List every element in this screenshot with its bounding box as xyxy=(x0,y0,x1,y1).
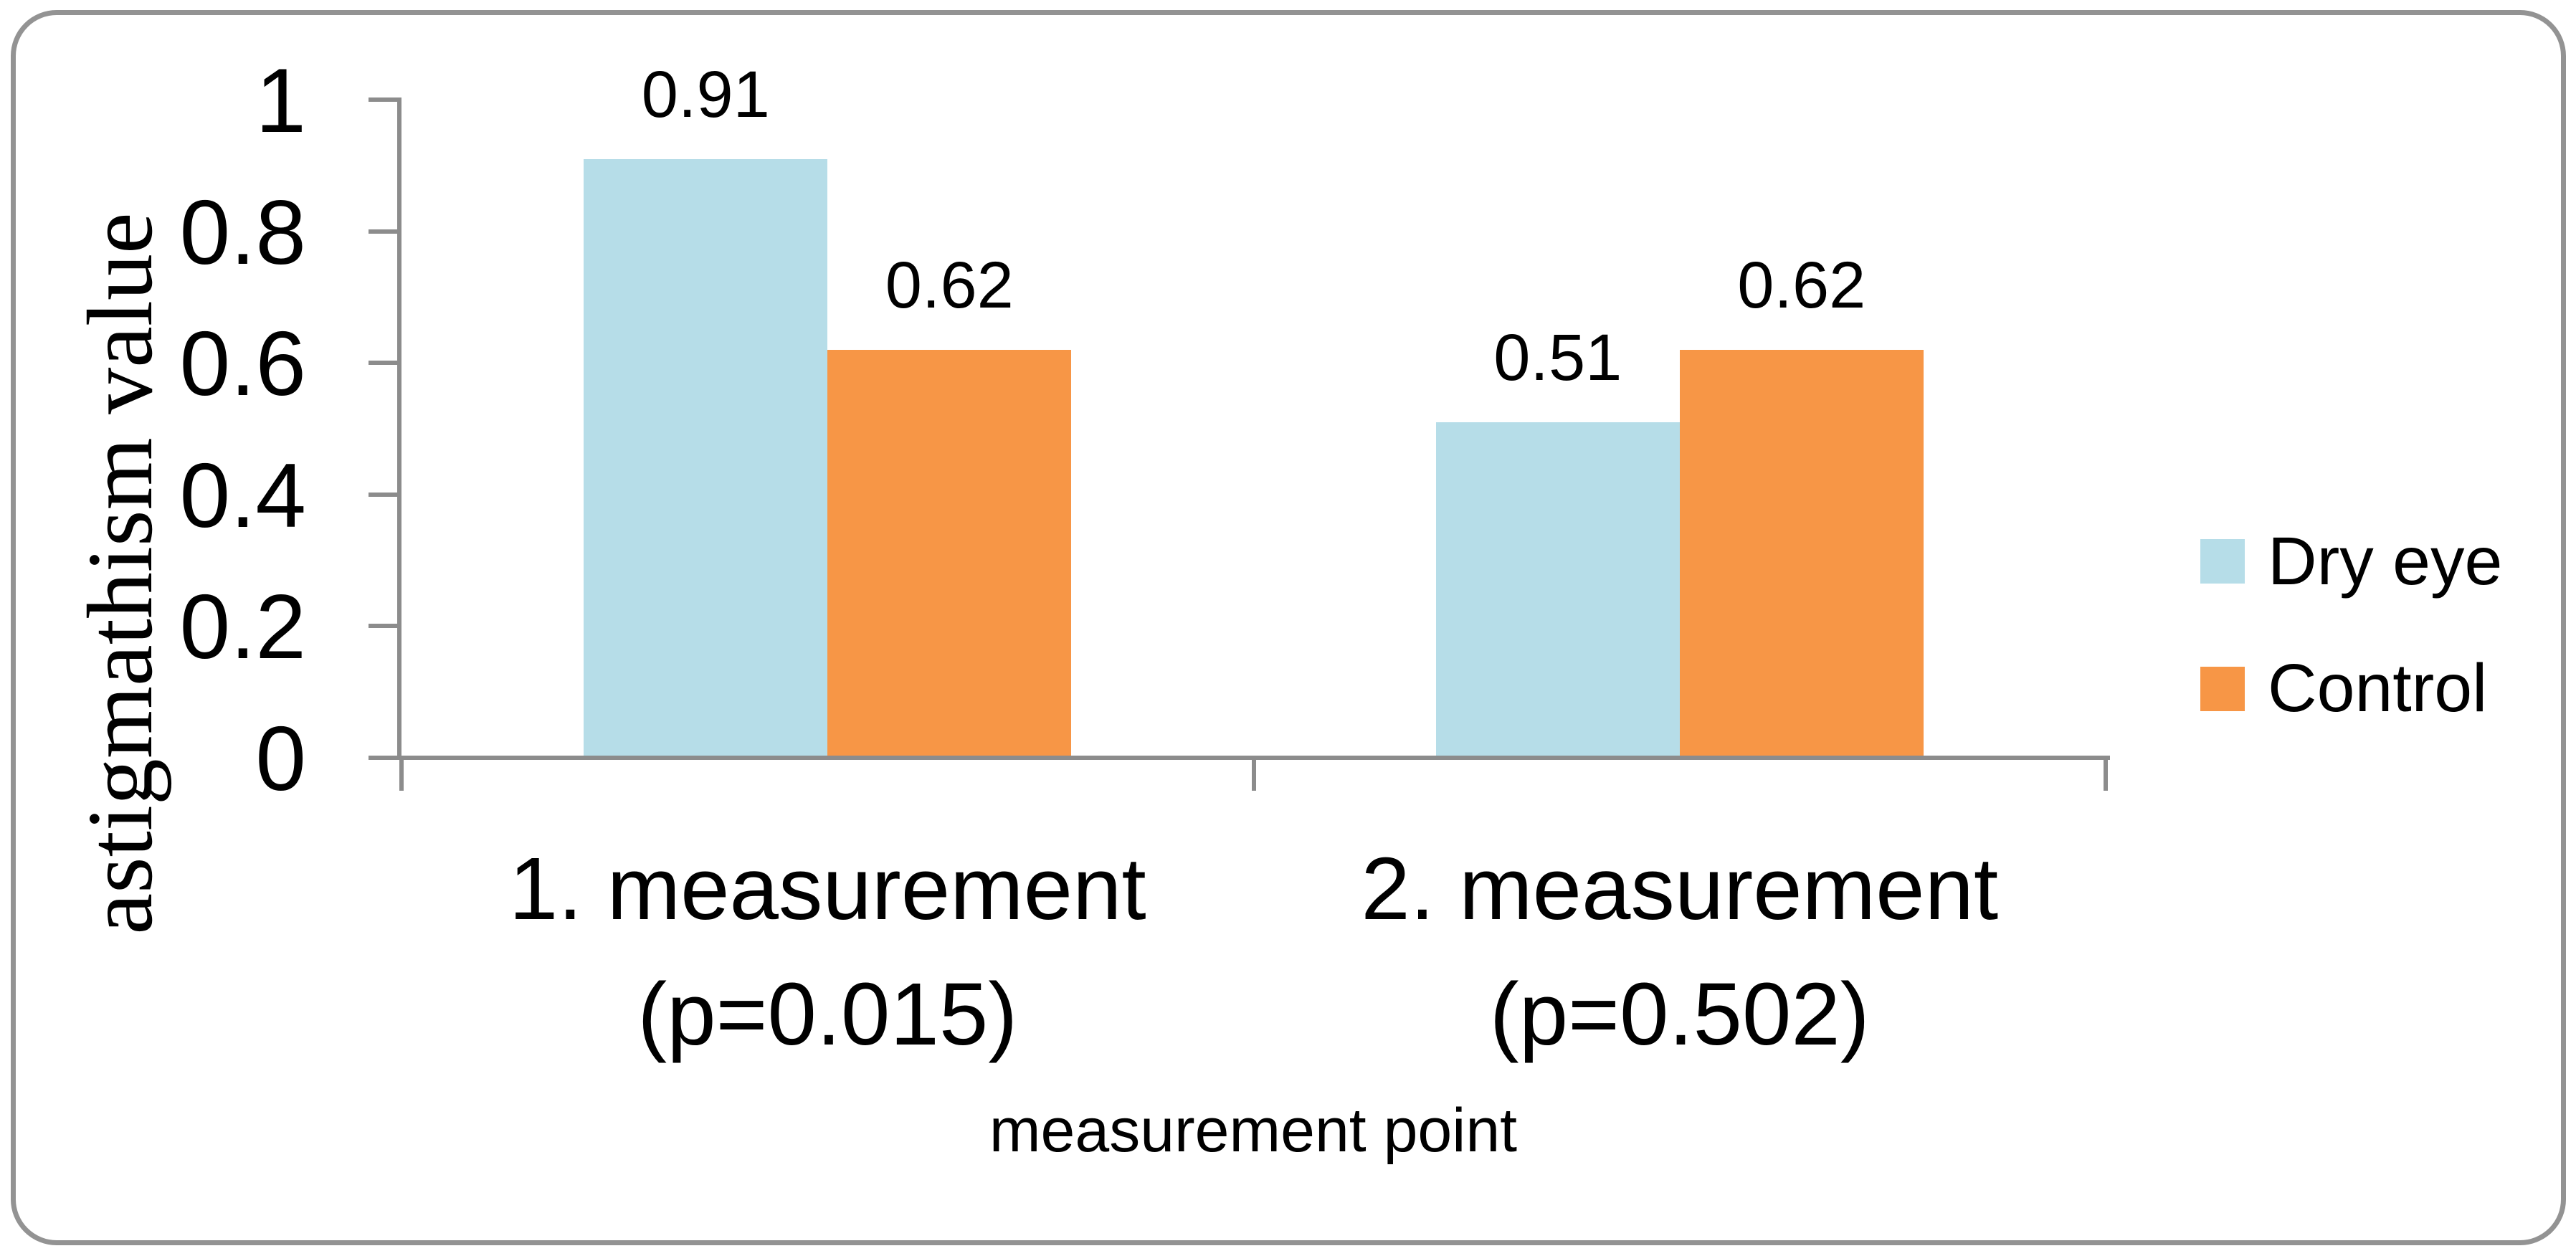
category-label-line: (p=0.502) xyxy=(1489,966,1870,1064)
y-tick xyxy=(369,229,401,234)
chart-border-frame xyxy=(11,10,2566,1245)
legend-swatch-dry-eye xyxy=(2200,539,2245,584)
data-label: 0.62 xyxy=(885,248,1014,322)
y-tick xyxy=(369,624,401,629)
x-tick xyxy=(399,758,404,791)
y-tick xyxy=(369,756,401,760)
x-axis-title: measurement point xyxy=(989,1096,1518,1165)
bar-control-cat1 xyxy=(827,349,1072,758)
y-tick xyxy=(369,361,401,366)
legend-swatch-control xyxy=(2200,667,2245,711)
legend-label-control: Control xyxy=(2268,650,2488,726)
y-tick-label: 0.8 xyxy=(179,181,306,283)
bar-dry-eye-cat1 xyxy=(584,158,828,758)
category-label-2: 2. measurement (p=0.502) xyxy=(1254,827,2106,1077)
y-tick-label: 1 xyxy=(255,49,306,151)
y-tick xyxy=(369,97,401,102)
data-label: 0.91 xyxy=(641,57,770,131)
category-label-line: 2. measurement xyxy=(1361,840,1999,938)
y-tick-label: 0.2 xyxy=(179,576,306,678)
category-label-line: 1. measurement xyxy=(508,840,1146,938)
x-tick xyxy=(1251,758,1256,791)
y-tick xyxy=(369,492,401,497)
data-label: 0.62 xyxy=(1737,248,1866,322)
x-tick xyxy=(2104,758,2108,791)
y-tick-label: 0.6 xyxy=(179,313,306,415)
bar-dry-eye-cat2 xyxy=(1435,422,1680,758)
y-tick-label: 0.4 xyxy=(179,444,306,546)
category-label-line: (p=0.015) xyxy=(637,966,1018,1064)
data-label: 0.51 xyxy=(1493,320,1622,394)
bar-control-cat2 xyxy=(1679,349,1924,758)
category-label-1: 1. measurement (p=0.015) xyxy=(401,827,1253,1077)
y-axis-line xyxy=(397,97,401,760)
y-tick-label: 0 xyxy=(255,708,306,809)
legend-label-dry-eye: Dry eye xyxy=(2268,523,2503,599)
